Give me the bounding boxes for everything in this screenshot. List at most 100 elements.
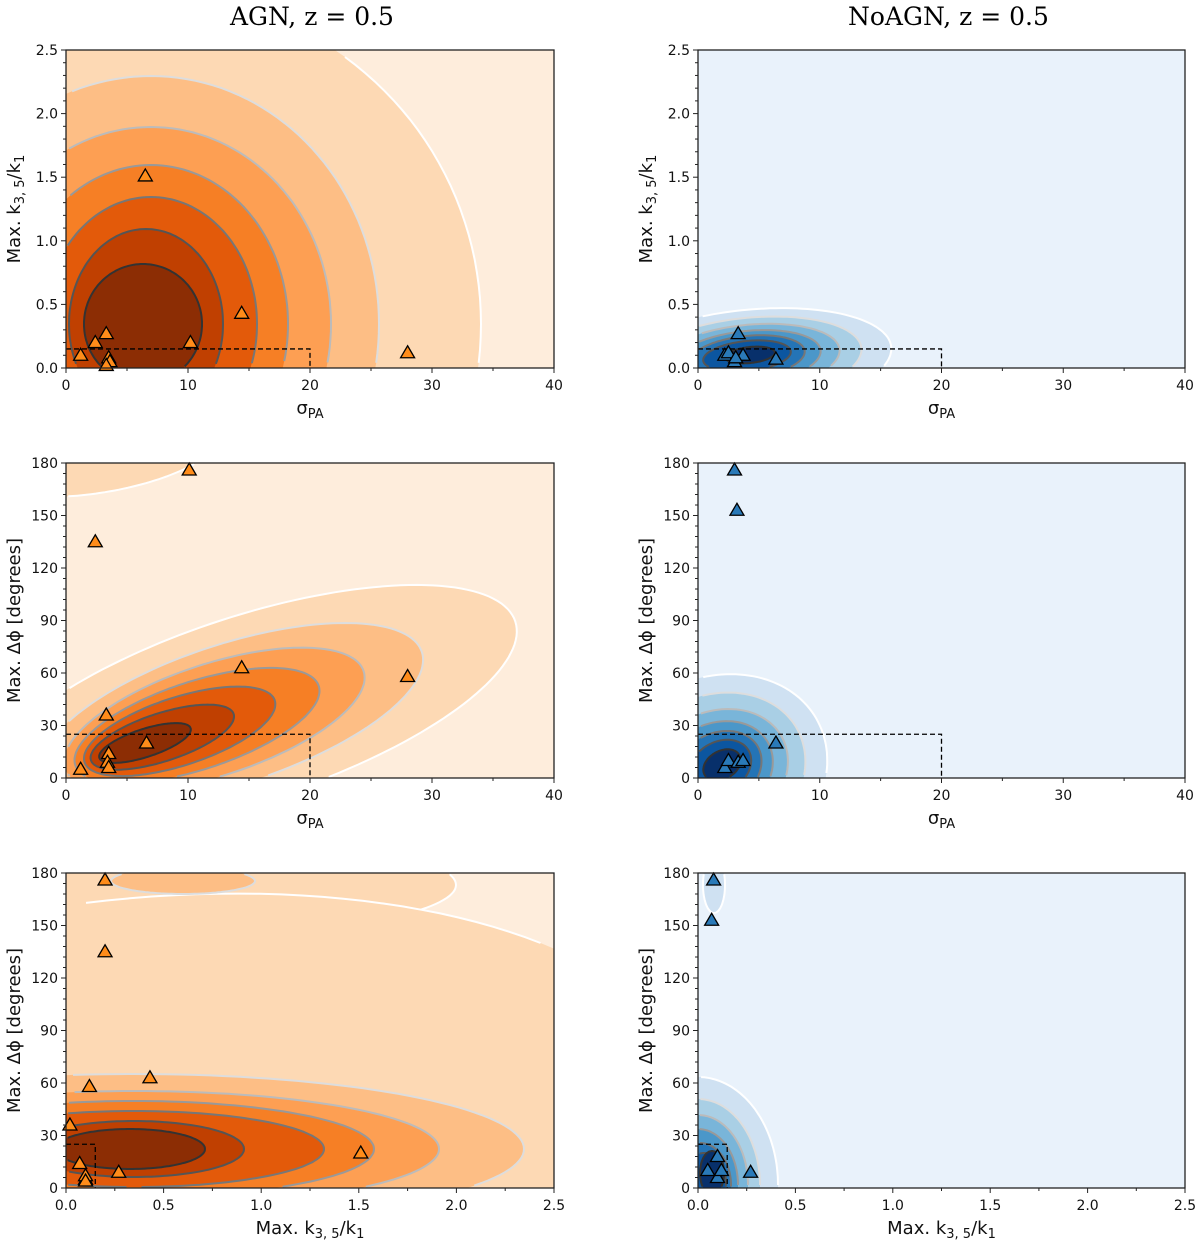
- y-tick-label: 60: [40, 1076, 58, 1092]
- panel-agn_k_dphi: 0.0 0.5 1.0 1.5 2.0 2.5 0 30 60 90 120 150 180 Max. k…: [4, 866, 565, 1242]
- y-tick-label: 180: [663, 456, 690, 472]
- data-point-triangle: [730, 325, 747, 340]
- data-point-triangle: [767, 350, 785, 365]
- y-tick-label: 0: [49, 771, 58, 787]
- contour-line: [83, 263, 203, 368]
- contour-line: [109, 873, 257, 895]
- data-point-triangle: [233, 659, 250, 674]
- contour-line: [68, 621, 425, 777]
- x-tick-label: 0: [62, 788, 71, 804]
- y-tick-label: 0.0: [36, 361, 58, 377]
- x-tick-label: 40: [545, 788, 563, 804]
- y-tick-label: 90: [672, 614, 690, 630]
- data-point-triangle: [399, 344, 416, 359]
- y-axis-label: Max. k3, 5/k1: [636, 155, 660, 264]
- threshold-box: [66, 348, 311, 368]
- y-tick-label: 180: [31, 866, 58, 882]
- data-point-triangle: [100, 759, 117, 774]
- contour-level: [111, 873, 255, 894]
- data-point-triangle: [699, 1162, 716, 1177]
- data-point-triangle: [81, 1078, 98, 1093]
- data-point-triangle: [96, 871, 114, 886]
- contour-line: [702, 874, 726, 914]
- data-point-triangle: [399, 668, 416, 683]
- y-tick-label: 180: [663, 866, 690, 882]
- contour-line: [89, 703, 235, 771]
- contour-background: [698, 873, 1185, 1188]
- contour-level: [66, 463, 197, 497]
- data-point-triangle: [71, 1155, 88, 1170]
- data-point-triangle: [72, 760, 89, 775]
- x-tick-label: 10: [811, 788, 829, 804]
- y-tick-label: 1.5: [36, 170, 58, 186]
- contour-line: [74, 1090, 441, 1188]
- x-tick-label: 2.5: [1174, 1198, 1196, 1214]
- y-tick-label: 60: [672, 666, 690, 682]
- x-tick-label: 20: [933, 378, 951, 394]
- y-axis-label: Max. Δϕ [degrees]: [4, 948, 25, 1113]
- data-point-triangle: [98, 325, 115, 340]
- panel-agn_sigma_k: 0 10 20 30 40 0.0 0.5 1.0 1.5 2.0 2.5 σPA Max. k3, 5…: [4, 43, 563, 422]
- threshold-box: [698, 733, 943, 778]
- x-axis-label: Max. k3, 5/k1: [256, 1218, 365, 1242]
- y-tick-label: 0.5: [668, 297, 690, 313]
- x-tick-label: 1.5: [348, 1198, 370, 1214]
- contour-line: [699, 1128, 739, 1185]
- x-tick-label: 0.0: [55, 1198, 77, 1214]
- data-point-triangle: [98, 706, 115, 721]
- y-tick-label: 150: [31, 919, 58, 935]
- title-noagn: NoAGN, z = 0.5: [848, 2, 1049, 31]
- data-point-triangle: [742, 1163, 759, 1178]
- y-tick-label: 180: [31, 456, 58, 472]
- data-point-triangle: [713, 1162, 730, 1177]
- y-tick-label: 30: [672, 719, 690, 735]
- y-tick-label: 2.0: [36, 107, 58, 123]
- contour-line: [344, 56, 483, 363]
- x-tick-label: 0: [62, 378, 71, 394]
- contour-line: [67, 227, 225, 365]
- threshold-box: [66, 1143, 96, 1188]
- contour-line: [66, 195, 259, 364]
- data-point-triangle: [726, 461, 743, 476]
- contour-line: [68, 1100, 376, 1188]
- data-point-triangle: [87, 533, 104, 548]
- x-tick-label: 40: [1176, 378, 1194, 394]
- y-axis-label: Max. k3, 5/k1: [4, 155, 28, 264]
- data-point-triangle: [110, 1163, 127, 1178]
- y-tick-label: 30: [672, 1129, 690, 1145]
- data-point-triangle: [716, 759, 733, 774]
- contour-line: [700, 1098, 761, 1185]
- data-point-triangle: [182, 334, 199, 349]
- x-tick-label: 0.5: [152, 1198, 174, 1214]
- y-tick-label: 1.0: [36, 234, 58, 250]
- contour-line: [700, 707, 789, 776]
- contour-line: [67, 646, 366, 778]
- x-tick-label: 10: [811, 378, 829, 394]
- contour-line: [71, 74, 381, 363]
- contour-line: [702, 307, 893, 367]
- contour-line: [698, 334, 806, 368]
- panel-noagn_k_dphi: 0.0 0.5 1.0 1.5 2.0 2.5 0 30 60 90 120 150 180 Max. k…: [636, 866, 1196, 1242]
- contour-line: [72, 1072, 526, 1187]
- x-tick-label: 30: [423, 788, 441, 804]
- y-axis-label: Max. Δϕ [degrees]: [4, 538, 25, 703]
- x-tick-label: 1.5: [979, 1198, 1001, 1214]
- x-tick-label: 10: [179, 378, 197, 394]
- y-tick-label: 0: [49, 1181, 58, 1197]
- contour-line: [700, 720, 774, 777]
- x-tick-label: 0: [694, 378, 703, 394]
- data-point-triangle: [703, 911, 720, 926]
- contour-line: [68, 583, 518, 778]
- data-point-triangle: [72, 346, 89, 361]
- contour-level: [66, 1129, 205, 1169]
- data-point-triangle: [141, 1069, 159, 1084]
- contour-line: [699, 1114, 749, 1185]
- threshold-box: [66, 733, 311, 778]
- data-point-triangle: [96, 943, 114, 958]
- x-axis-label: σPA: [296, 808, 323, 832]
- data-point-triangle: [87, 334, 104, 349]
- contour-line: [69, 1120, 246, 1178]
- data-point-triangle: [233, 305, 250, 319]
- y-tick-label: 60: [672, 1076, 690, 1092]
- data-point-triangle: [734, 752, 752, 767]
